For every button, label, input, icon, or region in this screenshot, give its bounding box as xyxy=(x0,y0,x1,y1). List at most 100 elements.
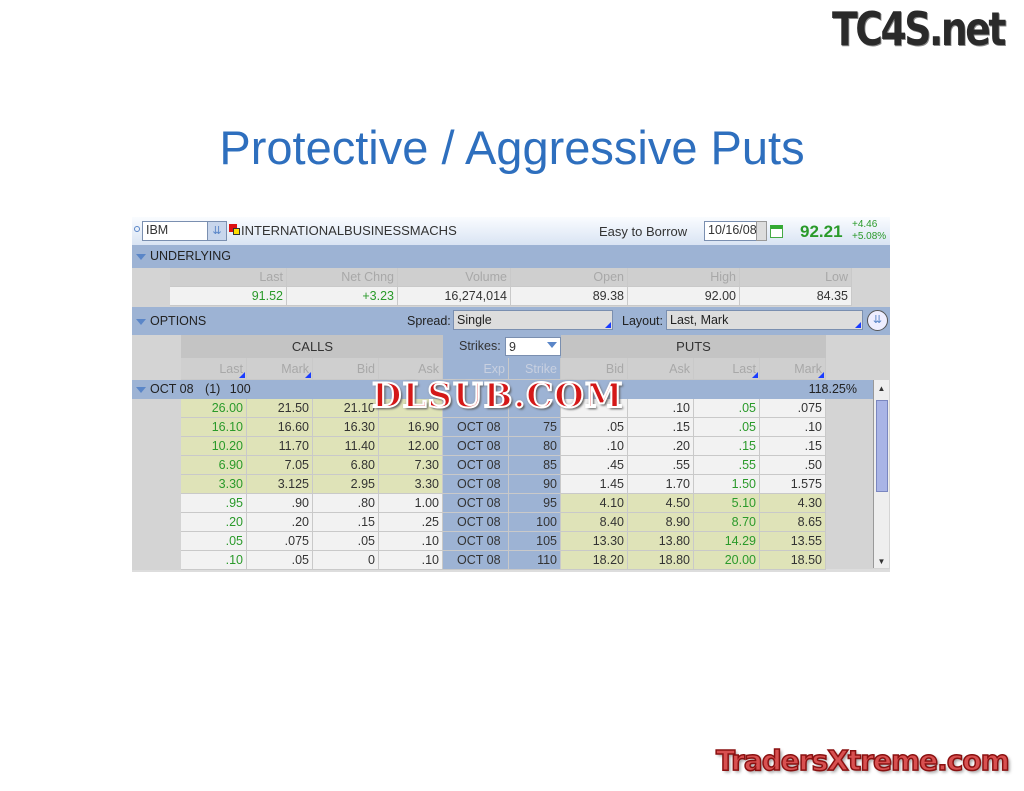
option-cell: 16.30 xyxy=(313,418,379,437)
option-row[interactable]: .10.05 0.10 OCT 08 110 18.20 18.80 20.00 18.50 xyxy=(132,551,873,570)
column-header[interactable]: Last xyxy=(694,358,760,380)
strikes-select[interactable]: 9 xyxy=(505,337,561,356)
option-cell: .10 xyxy=(379,551,443,570)
option-cell xyxy=(443,399,509,418)
option-cell: .05 xyxy=(561,418,628,437)
sort-icon xyxy=(818,372,824,378)
group-count: (1) xyxy=(205,382,221,396)
option-cell: .10 xyxy=(561,437,628,456)
scrollbar-thumb[interactable] xyxy=(876,400,888,492)
symbol-input[interactable]: IBM xyxy=(142,221,217,241)
option-cell: .95 xyxy=(181,494,247,513)
option-cell: .10 xyxy=(628,399,694,418)
column-header[interactable]: Strike xyxy=(509,358,561,380)
option-cell: OCT 08 xyxy=(443,494,509,513)
underlying-col-header: Low xyxy=(740,268,852,287)
column-header[interactable]: Mark xyxy=(760,358,826,380)
option-row[interactable]: 16.10 16.60 16.30 16.90 OCT 08 75.05.15.05.10 xyxy=(132,418,873,437)
underlying-value: 89.38 xyxy=(511,287,628,306)
option-cell: OCT 08 xyxy=(443,513,509,532)
option-cell: .075 xyxy=(760,399,826,418)
underlying-value: 92.00 xyxy=(628,287,740,306)
sort-icon xyxy=(752,372,758,378)
option-row[interactable]: 3.30 3.125 2.95 3.30 OCT 08 90 1.45 1.70 1.50 1.5… xyxy=(132,475,873,494)
option-row[interactable]: 6.90 7.05 6.80 7.30 OCT 08 85.45.55.55.50 xyxy=(132,456,873,475)
option-cell: 10.20 xyxy=(181,437,247,456)
scroll-down-icon[interactable]: ▼ xyxy=(877,557,886,566)
underlying-value: +3.23 xyxy=(287,287,398,306)
net-change: +4.46 xyxy=(852,219,878,230)
row-gutter xyxy=(132,532,181,551)
option-cell: 13.80 xyxy=(628,532,694,551)
row-gutter xyxy=(132,475,181,494)
group-iv: 118.25% xyxy=(808,382,857,396)
group-exp: OCT 08 xyxy=(150,382,194,396)
option-row[interactable]: 10.20 11.70 11.40 12.00 OCT 08 80.10.20.15.15 xyxy=(132,437,873,456)
option-cell: 18.20 xyxy=(561,551,628,570)
row-gutter xyxy=(132,399,181,418)
spread-select[interactable]: Single xyxy=(453,310,613,330)
company-name: INTERNATIONALBUSINESSMACHS xyxy=(241,223,457,238)
column-header[interactable]: Exp xyxy=(443,358,509,380)
scrollbar[interactable]: ▲ ▼ xyxy=(873,380,889,568)
layout-select[interactable]: Last, Mark xyxy=(666,310,863,330)
option-cell: .05 xyxy=(247,551,313,570)
option-cell: 16.90 xyxy=(379,418,443,437)
column-header[interactable]: Ask xyxy=(628,358,694,380)
option-cell: OCT 08 xyxy=(443,418,509,437)
option-cell: 90 xyxy=(509,475,561,494)
option-cell: .20 xyxy=(628,437,694,456)
sort-icon xyxy=(305,372,311,378)
option-cell: .05 xyxy=(181,532,247,551)
link-dot-icon[interactable] xyxy=(134,226,140,232)
date-input[interactable]: 10/16/08 xyxy=(704,221,760,241)
column-header[interactable]: Bid xyxy=(561,358,628,380)
expiration-group-row[interactable]: OCT 08 (1) 100 118.25% xyxy=(132,380,873,399)
option-row[interactable]: 26.00 21.50 21.10 .10.05.075 xyxy=(132,399,873,418)
column-header[interactable]: Ask xyxy=(379,358,443,380)
option-cell: 7.05 xyxy=(247,456,313,475)
option-cell: 85 xyxy=(509,456,561,475)
date-spinner[interactable] xyxy=(756,221,767,241)
scroll-up-icon[interactable]: ▲ xyxy=(877,384,886,393)
option-cell: 21.50 xyxy=(247,399,313,418)
layout-label: Layout: xyxy=(622,314,664,328)
symbol-dropdown-icon[interactable]: ⇊ xyxy=(207,221,227,241)
expand-all-icon[interactable]: ⇊ xyxy=(867,310,888,331)
option-cell: 8.65 xyxy=(760,513,826,532)
option-cell: 26.00 xyxy=(181,399,247,418)
calendar-icon[interactable] xyxy=(770,225,783,238)
column-header[interactable]: Mark xyxy=(247,358,313,380)
collapse-icon xyxy=(136,318,146,325)
option-row[interactable]: .05.075.05.10 OCT 08 105 13.30 13.80 14.29 13.… xyxy=(132,532,873,551)
row-gutter xyxy=(132,494,181,513)
option-cell xyxy=(379,399,443,418)
option-cell: 4.30 xyxy=(760,494,826,513)
option-cell: 3.125 xyxy=(247,475,313,494)
options-label: OPTIONS xyxy=(150,314,207,328)
option-chain-panel: IBM ⇊ INTERNATIONALBUSINESSMACHS Easy to… xyxy=(132,217,890,572)
option-cell: .15 xyxy=(760,437,826,456)
option-cell: .075 xyxy=(247,532,313,551)
options-section-toggle[interactable]: OPTIONS Spread: Single Layout: Last, Mar… xyxy=(132,307,890,335)
option-cell: .55 xyxy=(628,456,694,475)
option-row[interactable]: .20.20.15.25 OCT 08 100 8.40 8.90 8.70 8.65 xyxy=(132,513,873,532)
option-cell: 16.10 xyxy=(181,418,247,437)
underlying-value: 84.35 xyxy=(740,287,852,306)
option-cell: .10 xyxy=(760,418,826,437)
option-row[interactable]: .95.90.80 1.00 OCT 08 95 4.10 4.50 5.10 4.30 xyxy=(132,494,873,513)
underlying-value: 16,274,014 xyxy=(398,287,511,306)
underlying-col-header: Last xyxy=(170,268,287,287)
tc4s-logo: TC4S.net xyxy=(832,2,1006,56)
column-header[interactable]: Last xyxy=(181,358,247,380)
option-cell: 1.45 xyxy=(561,475,628,494)
option-cell: 3.30 xyxy=(379,475,443,494)
option-cell: .15 xyxy=(313,513,379,532)
option-cell: .05 xyxy=(694,399,760,418)
column-header[interactable]: Bid xyxy=(313,358,379,380)
option-cell: OCT 08 xyxy=(443,437,509,456)
option-cell: 6.80 xyxy=(313,456,379,475)
underlying-section-toggle[interactable]: UNDERLYING xyxy=(132,245,890,268)
option-cell: .05 xyxy=(313,532,379,551)
collapse-icon xyxy=(136,253,146,260)
